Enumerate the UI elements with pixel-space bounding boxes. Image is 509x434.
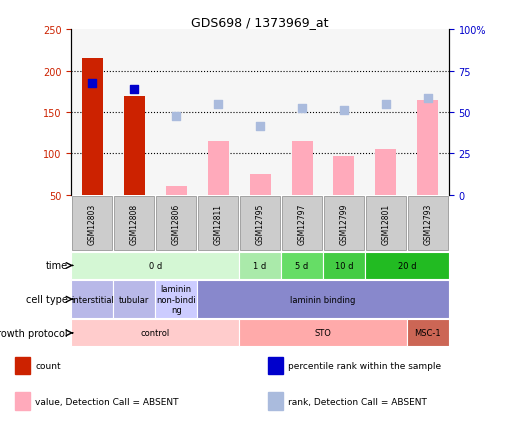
Text: GSM12801: GSM12801: [381, 203, 389, 244]
Point: [214, 101, 222, 108]
Text: tubular: tubular: [119, 295, 149, 304]
Bar: [113, 30, 155, 195]
FancyBboxPatch shape: [364, 252, 448, 279]
Bar: [82, 59, 103, 195]
Bar: [333, 157, 354, 195]
Text: 20 d: 20 d: [397, 261, 415, 270]
Point: [339, 108, 347, 115]
Text: count: count: [35, 362, 61, 371]
Bar: [406, 30, 448, 195]
FancyBboxPatch shape: [281, 197, 322, 250]
Bar: [416, 100, 437, 195]
Bar: [15, 357, 31, 375]
Bar: [267, 357, 282, 375]
Text: GSM12806: GSM12806: [172, 203, 180, 244]
FancyBboxPatch shape: [155, 281, 197, 318]
Bar: [165, 187, 186, 195]
Text: GSM12808: GSM12808: [130, 203, 138, 244]
Point: [256, 123, 264, 130]
Point: [297, 105, 305, 112]
Point: [88, 81, 96, 88]
Text: control: control: [140, 329, 169, 338]
Text: 5 d: 5 d: [295, 261, 308, 270]
FancyBboxPatch shape: [71, 281, 113, 318]
FancyBboxPatch shape: [71, 319, 239, 347]
Bar: [291, 141, 312, 195]
FancyBboxPatch shape: [406, 319, 448, 347]
FancyBboxPatch shape: [323, 197, 363, 250]
Text: GSM12797: GSM12797: [297, 203, 306, 244]
Point: [423, 95, 431, 102]
Text: GSM12811: GSM12811: [213, 203, 222, 244]
Text: GSM12795: GSM12795: [255, 203, 264, 244]
Text: 0 d: 0 d: [148, 261, 161, 270]
FancyBboxPatch shape: [156, 197, 196, 250]
FancyBboxPatch shape: [280, 252, 322, 279]
Bar: [280, 30, 322, 195]
FancyBboxPatch shape: [113, 281, 155, 318]
Text: percentile rank within the sample: percentile rank within the sample: [287, 362, 440, 371]
Text: value, Detection Call = ABSENT: value, Detection Call = ABSENT: [35, 397, 179, 406]
Point: [172, 114, 180, 121]
Text: rank, Detection Call = ABSENT: rank, Detection Call = ABSENT: [287, 397, 426, 406]
Point: [381, 101, 389, 108]
Bar: [71, 30, 113, 195]
FancyBboxPatch shape: [239, 252, 280, 279]
Bar: [15, 392, 31, 410]
Bar: [239, 30, 280, 195]
Bar: [155, 30, 197, 195]
Text: 10 d: 10 d: [334, 261, 353, 270]
Bar: [249, 174, 270, 195]
Text: laminin
non-bindi
ng: laminin non-bindi ng: [156, 285, 196, 314]
Text: GSM12803: GSM12803: [88, 203, 97, 244]
Point: [130, 86, 138, 93]
FancyBboxPatch shape: [239, 319, 406, 347]
Bar: [364, 30, 406, 195]
Bar: [267, 392, 282, 410]
Bar: [322, 30, 364, 195]
Text: laminin binding: laminin binding: [290, 295, 355, 304]
FancyBboxPatch shape: [72, 197, 112, 250]
FancyBboxPatch shape: [71, 252, 239, 279]
Text: cell type: cell type: [25, 295, 68, 304]
Text: 1 d: 1 d: [253, 261, 266, 270]
Bar: [197, 30, 239, 195]
FancyBboxPatch shape: [197, 281, 448, 318]
Text: GSM12793: GSM12793: [422, 203, 432, 244]
Text: interstitial: interstitial: [71, 295, 114, 304]
Bar: [207, 141, 228, 195]
FancyBboxPatch shape: [114, 197, 154, 250]
Title: GDS698 / 1373969_at: GDS698 / 1373969_at: [191, 16, 328, 29]
Bar: [375, 150, 395, 195]
FancyBboxPatch shape: [365, 197, 405, 250]
Text: MSC-1: MSC-1: [414, 329, 440, 338]
Text: GSM12799: GSM12799: [339, 203, 348, 244]
FancyBboxPatch shape: [322, 252, 364, 279]
FancyBboxPatch shape: [197, 197, 238, 250]
Bar: [124, 96, 145, 195]
Text: growth protocol: growth protocol: [0, 328, 68, 338]
FancyBboxPatch shape: [407, 197, 447, 250]
Text: STO: STO: [314, 329, 331, 338]
FancyBboxPatch shape: [240, 197, 279, 250]
Text: time: time: [45, 261, 68, 271]
